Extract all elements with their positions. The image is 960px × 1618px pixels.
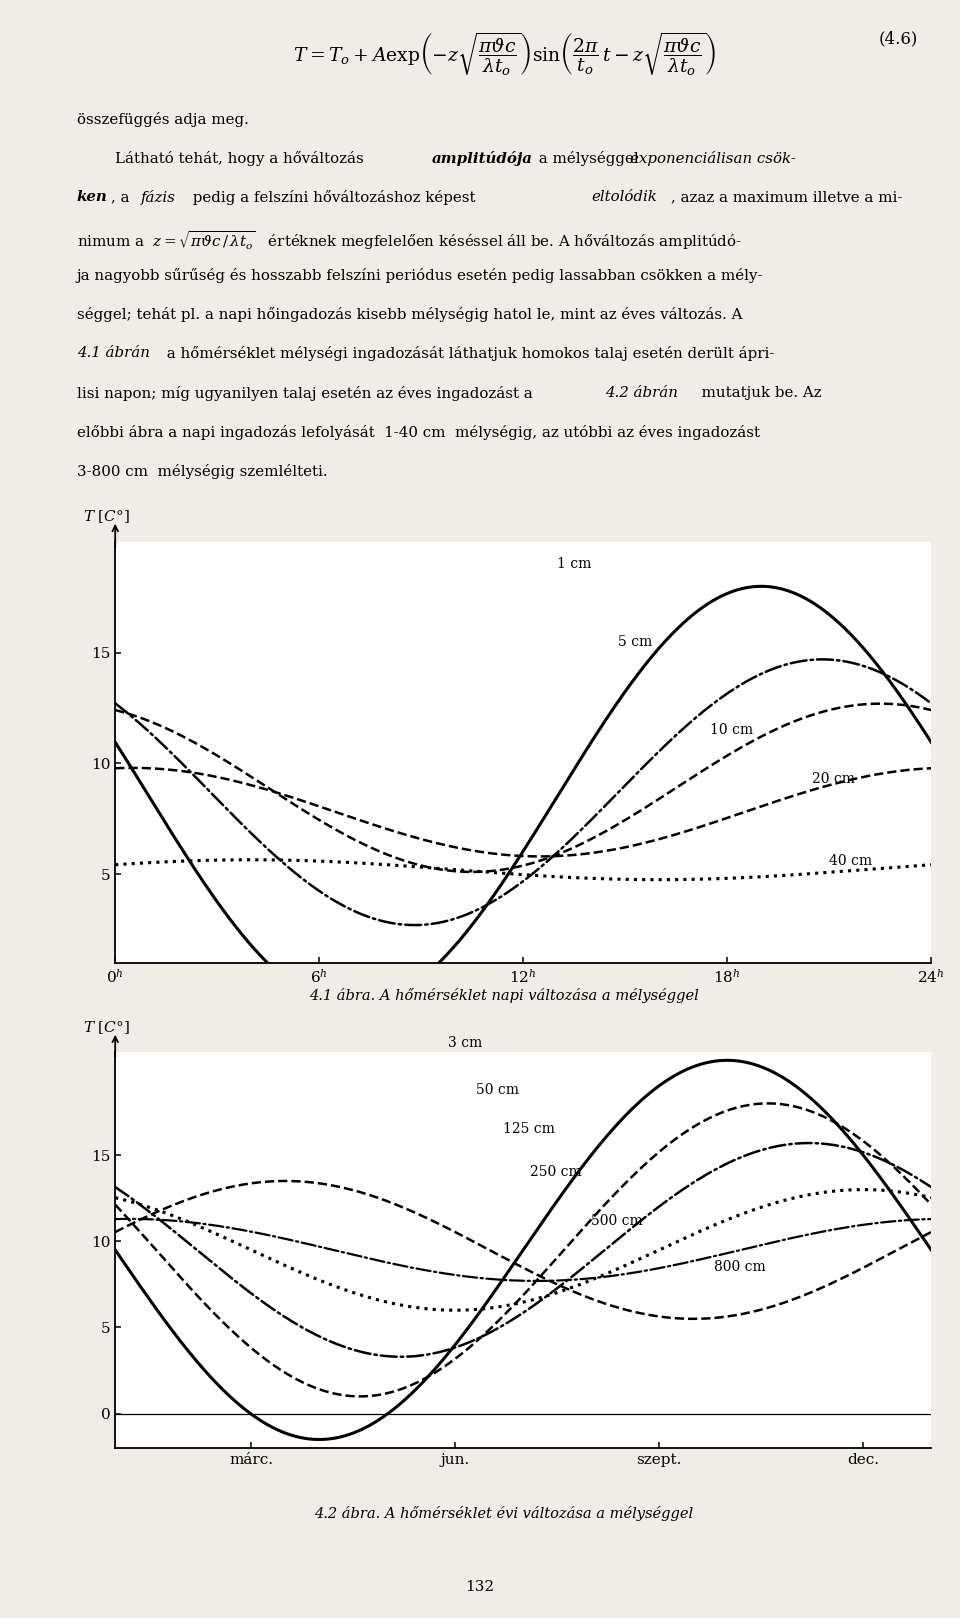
Text: séggel; tehát pl. a napi hőingadozás kisebb mélységig hatol le, mint az éves vál: séggel; tehát pl. a napi hőingadozás kis… [77,307,742,322]
Text: 1 cm: 1 cm [557,557,591,571]
Text: 40 cm: 40 cm [829,854,873,867]
Text: 20 cm: 20 cm [812,772,855,786]
Text: 4.2 ábrán: 4.2 ábrán [605,385,678,400]
Text: 3 cm: 3 cm [448,1036,483,1050]
Text: fázis: fázis [141,189,176,205]
Text: ken: ken [77,189,108,204]
Text: amplitúdója: amplitúdója [431,150,533,165]
Text: $T = T_o + A\exp\!\left(-z\sqrt{\dfrac{\pi\vartheta c}{\lambda t_o}}\right)\sin\: $T = T_o + A\exp\!\left(-z\sqrt{\dfrac{\… [293,31,715,78]
Text: Látható tehát, hogy a hőváltozás: Látható tehát, hogy a hőváltozás [77,150,369,165]
Text: 3-800 cm  mélységig szemlélteti.: 3-800 cm mélységig szemlélteti. [77,464,327,479]
Text: eltolódik: eltolódik [591,189,657,204]
Text: 4.1 ábrán: 4.1 ábrán [77,346,150,361]
Text: pedig a felszíni hőváltozáshoz képest: pedig a felszíni hőváltozáshoz képest [188,189,480,205]
Text: 800 cm: 800 cm [713,1260,765,1273]
Text: mutatjuk be. Az: mutatjuk be. Az [692,385,822,400]
Text: $T\ \left[C°\right]$: $T\ \left[C°\right]$ [83,1019,130,1036]
Text: nimum a  $z = \sqrt{\pi\vartheta c\,/\,\lambda t_o}$   értéknek megfelelően késé: nimum a $z = \sqrt{\pi\vartheta c\,/\,\l… [77,230,742,251]
Text: 132: 132 [466,1579,494,1594]
Text: 4.2 ábra. A hőmérséklet évi változása a mélységgel: 4.2 ábra. A hőmérséklet évi változása a … [315,1506,693,1521]
Text: , azaz a maximum illetve a mi-: , azaz a maximum illetve a mi- [671,189,902,204]
Text: 5 cm: 5 cm [618,634,653,649]
Text: összefüggés adja meg.: összefüggés adja meg. [77,112,249,126]
Text: 250 cm: 250 cm [530,1165,582,1180]
Text: előbbi ábra a napi ingadozás lefolyását  1-40 cm  mélységig, az utóbbi az éves i: előbbi ábra a napi ingadozás lefolyását … [77,426,759,440]
Text: 4.1 ábra. A hőmérséklet napi változása a mélységgel: 4.1 ábra. A hőmérséklet napi változása a… [309,989,699,1003]
Text: a mélységgel: a mélységgel [534,150,643,165]
Text: ja nagyobb sűrűség és hosszabb felszíni periódus esetén pedig lassabban csökken : ja nagyobb sűrűség és hosszabb felszíni … [77,269,763,283]
Text: 500 cm: 500 cm [591,1214,643,1228]
Text: 10 cm: 10 cm [710,723,754,738]
Text: lisi napon; míg ugyanilyen talaj esetén az éves ingadozást a: lisi napon; míg ugyanilyen talaj esetén … [77,385,542,401]
Text: (4.6): (4.6) [879,31,919,47]
Text: exponenciálisan csök-: exponenciálisan csök- [631,150,797,165]
Text: a hőmérséklet mélységi ingadozását láthatjuk homokos talaj esetén derült ápri-: a hőmérséklet mélységi ingadozását látha… [162,346,775,361]
Text: 125 cm: 125 cm [503,1123,555,1136]
Text: , a: , a [111,189,134,204]
Text: 50 cm: 50 cm [475,1082,518,1097]
Text: $T\ \left[C°\right]$: $T\ \left[C°\right]$ [83,508,130,526]
